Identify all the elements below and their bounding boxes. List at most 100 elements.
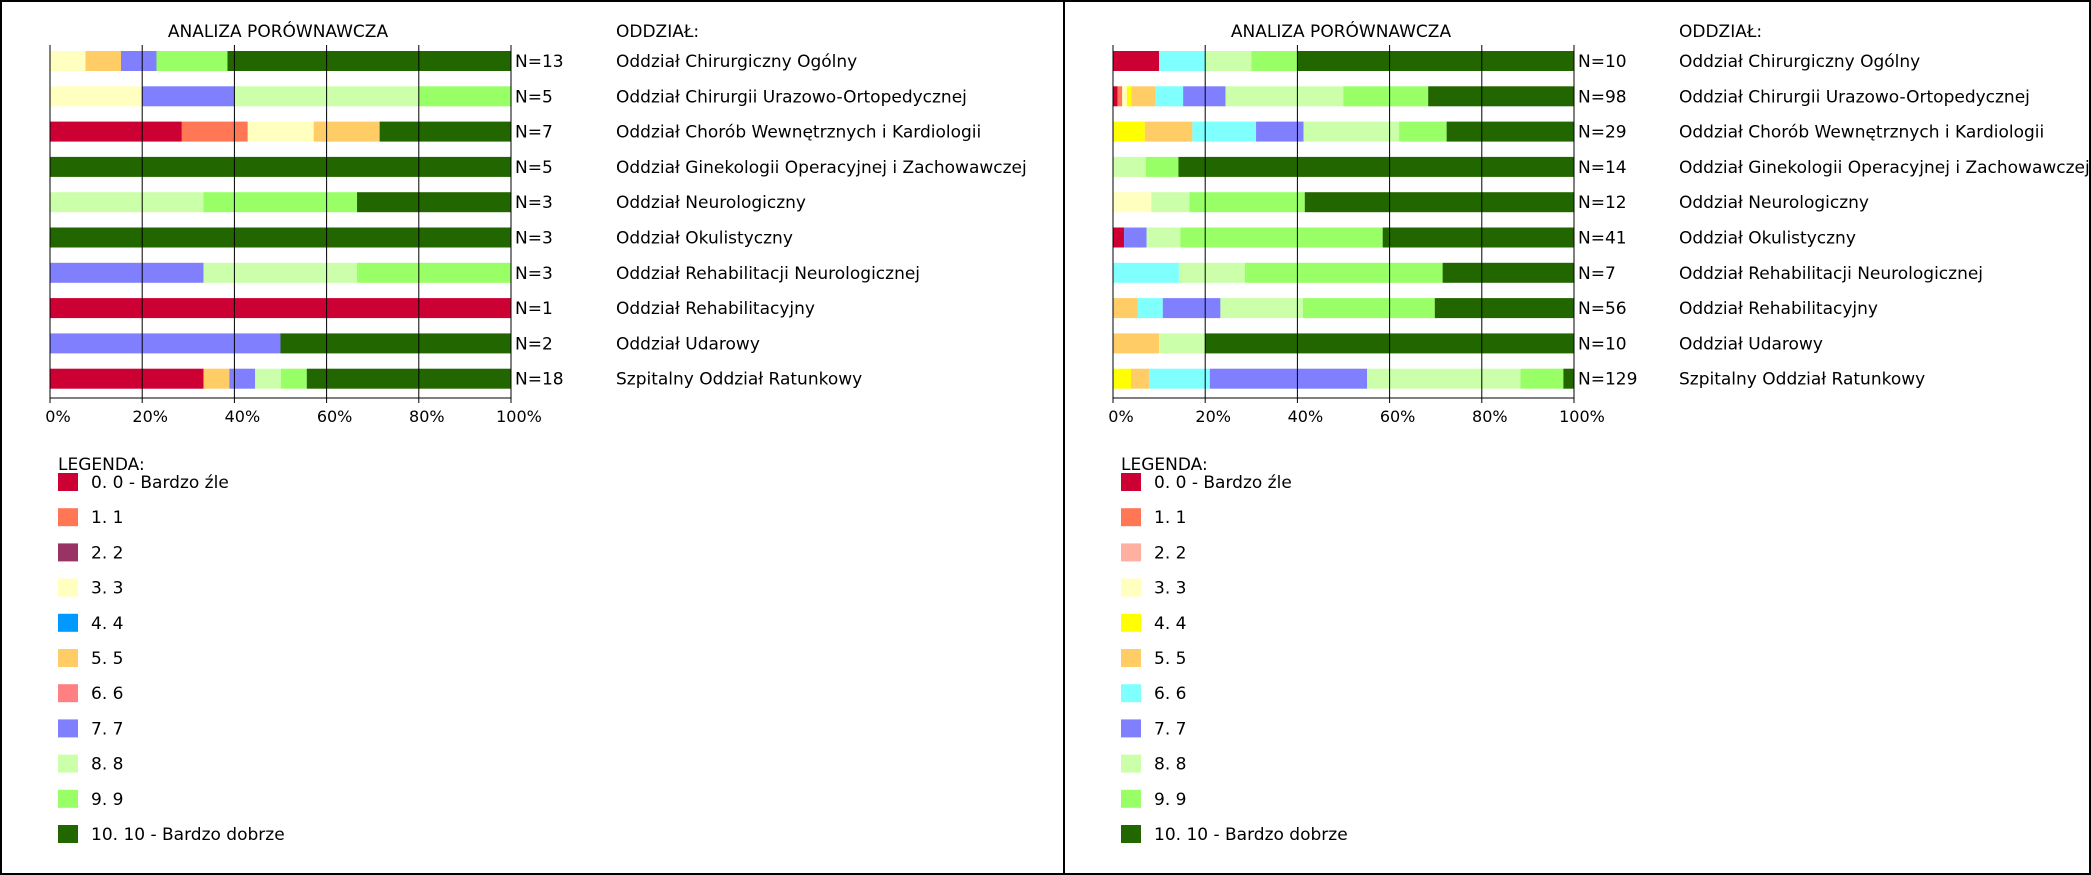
bar-segment-7: [120, 51, 157, 71]
bar-segment-7: [142, 86, 235, 107]
bar-segment-0: [1113, 51, 1160, 71]
bar-segment-6: [1137, 298, 1163, 319]
row-count-label: N=2: [515, 334, 553, 354]
bar-segment-10: [1178, 156, 1574, 177]
department-label: Oddział Rehabilitacyjny: [1679, 299, 1878, 319]
department-label: Oddział Udarowy: [1679, 334, 1823, 354]
x-tick-label: 0%: [45, 407, 70, 426]
bar-segment-10: [227, 51, 512, 71]
legend-label: 9. 9: [1154, 790, 1186, 810]
legend-swatch-1: [1121, 508, 1141, 527]
legend-swatch-3: [58, 578, 78, 597]
row-count-label: N=1: [515, 299, 553, 319]
x-tick-label: 80%: [1472, 407, 1508, 426]
bar-segment-0: [50, 368, 204, 389]
bar-segment-9: [1189, 192, 1305, 213]
legend-label: 6. 6: [91, 684, 123, 704]
legend-label: 7. 7: [91, 719, 123, 739]
legend-swatch-5: [1121, 649, 1141, 667]
row-count-label: N=41: [1578, 229, 1627, 249]
bar-segment-10: [306, 368, 511, 389]
bar-segment-10: [50, 156, 511, 177]
bar-segment-6: [1192, 121, 1257, 142]
row-count-label: N=7: [515, 123, 553, 143]
bar-segment-5: [1130, 368, 1149, 389]
stacked-bar-chart-left: ANALIZA PORÓWNAWCZA ODDZIAŁ: N=13 Oddział C…: [45, 20, 1027, 845]
x-tick-label: 100%: [496, 407, 542, 426]
bar-segment-10: [1442, 262, 1574, 283]
department-label: Oddział Ginekologii Operacyjnej i Zachow…: [1679, 158, 2090, 178]
legend-label: 9. 9: [91, 790, 123, 810]
department-label: Oddział Neurologiczny: [616, 193, 806, 213]
bar-segment-8: [1220, 298, 1303, 319]
x-tick-label: 60%: [317, 407, 353, 426]
legend-label: 4. 4: [91, 614, 123, 634]
department-label: Oddział Ginekologii Operacyjnej i Zachow…: [616, 158, 1027, 178]
bar-segment-10: [1297, 51, 1574, 71]
row-count-label: N=13: [515, 52, 564, 72]
bar-segment-5: [1113, 333, 1160, 354]
x-tick-label: 0%: [1108, 407, 1133, 426]
bar-segment-7: [229, 368, 256, 389]
bar-segment-9: [1145, 156, 1179, 177]
bar-segment-10: [1304, 192, 1574, 213]
bar-segment-7: [1124, 227, 1147, 248]
bar-segment-3: [50, 51, 86, 71]
department-label: Oddział Chirurgiczny Ogólny: [1679, 52, 1920, 72]
department-label: Oddział Chirurgiczny Ogólny: [616, 52, 857, 72]
row-count-label: N=7: [1578, 264, 1616, 284]
legend-swatch-8: [1121, 754, 1141, 773]
bar-segment-10: [1382, 227, 1574, 248]
department-label: Szpitalny Oddział Ratunkowy: [616, 370, 862, 390]
department-label: Oddział Chorób Wewnętrznych i Kardiologi…: [1679, 123, 2044, 143]
legend-swatch-9: [1121, 789, 1141, 808]
row-count-label: N=18: [515, 370, 564, 390]
bar-segment-7: [50, 333, 281, 354]
chart-title: ANALIZA PORÓWNAWCZA: [1231, 20, 1452, 42]
bar-segment-1: [181, 121, 248, 142]
department-label: Szpitalny Oddział Ratunkowy: [1679, 370, 1925, 390]
row-count-label: N=129: [1578, 370, 1637, 390]
x-tick-label: 20%: [1195, 407, 1231, 426]
legend-swatch-2: [1121, 543, 1141, 562]
bar-segment-9: [1399, 121, 1447, 142]
bar-segment-3: [50, 86, 143, 107]
bar-segment-5: [313, 121, 380, 142]
bar-segment-9: [357, 262, 511, 283]
row-count-label: N=10: [1578, 334, 1627, 354]
row-count-label: N=5: [515, 158, 553, 178]
legend-label: 0. 0 - Bardzo źle: [1154, 473, 1292, 493]
bar-segment-4: [1126, 86, 1132, 107]
bar-segment-8: [50, 192, 204, 213]
bar-segment-10: [379, 121, 511, 142]
row-count-label: N=29: [1578, 123, 1627, 143]
legend-swatch-7: [1121, 719, 1141, 738]
bar-segment-7: [1256, 121, 1304, 142]
bar-segment-9: [1520, 368, 1564, 389]
bar-segment-6: [1148, 368, 1210, 389]
bar-segment-10: [50, 227, 511, 248]
bar-segment-4: [1113, 368, 1131, 389]
legend-label: 8. 8: [1154, 755, 1186, 775]
row-count-label: N=10: [1578, 52, 1627, 72]
bar-segment-9: [418, 86, 511, 107]
row-count-label: N=3: [515, 229, 553, 249]
legend-swatch-2: [58, 543, 78, 562]
legend-label: 6. 6: [1154, 684, 1186, 704]
chart-panel-left: ANALIZA PORÓWNAWCZA ODDZIAŁ: N=13 Oddział C…: [0, 0, 1066, 875]
legend-title: LEGENDA:: [1121, 455, 1208, 475]
bar-segment-0: [50, 298, 511, 319]
bar-segment-7: [1183, 86, 1226, 107]
bar-segment-8: [1303, 121, 1400, 142]
bar-segment-8: [203, 262, 358, 283]
legend-swatch-4: [1121, 613, 1141, 632]
bar-segment-9: [1251, 51, 1298, 71]
bar-segment-8: [1159, 333, 1206, 354]
row-count-label: N=5: [515, 87, 553, 107]
legend-swatch-5: [58, 649, 78, 667]
bar-segment-8: [1146, 227, 1181, 248]
legend-label: 2. 2: [1154, 543, 1186, 563]
row-count-label: N=3: [515, 193, 553, 213]
x-tick-label: 60%: [1380, 407, 1416, 426]
department-label: Oddział Chirurgii Urazowo-Ortopedycznej: [616, 87, 967, 107]
